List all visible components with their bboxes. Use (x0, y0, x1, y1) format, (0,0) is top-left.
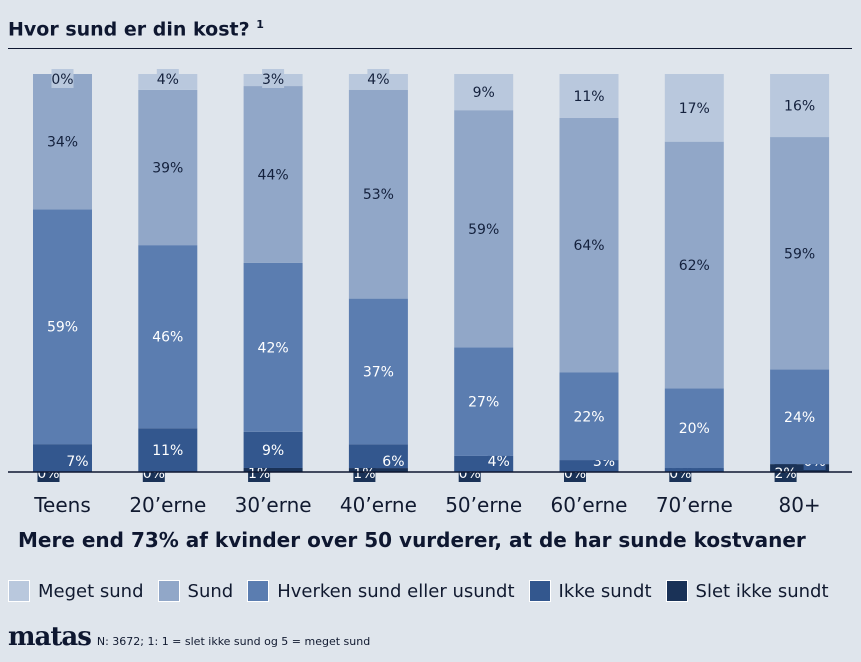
bar-segment (348, 298, 408, 445)
legend-label: Slet ikke sundt (695, 580, 829, 602)
bar-segment (559, 460, 619, 472)
data-label: 44% (258, 168, 289, 184)
legend-label: Ikke sundt (558, 580, 652, 602)
legend-swatch (157, 580, 180, 602)
x-tick-label: 70’erne (656, 493, 733, 517)
data-label: 1% (248, 466, 270, 482)
matas-logo: matas (8, 622, 92, 652)
data-label-box (262, 69, 285, 88)
bar-segment (770, 464, 830, 472)
data-label: 64% (573, 238, 604, 254)
bar-segment (33, 209, 92, 445)
x-tick-label: 60’erne (551, 493, 628, 517)
x-tick-label: Teens (33, 493, 91, 517)
bar-segment (770, 137, 830, 370)
legend-label: Sund (187, 580, 234, 602)
bar-segment (770, 74, 830, 138)
data-label: 4% (488, 454, 510, 470)
legend: Meget sund Sund Hverken sund eller usundt I… (8, 580, 843, 602)
bar-segment (243, 86, 303, 263)
data-label-box (156, 69, 179, 88)
footer: matas N: 3672; 1: 1 = slet ikke sund og … (8, 622, 370, 652)
legend-item: Slet ikke sundt (665, 580, 829, 602)
x-tick-label: 80+ (778, 493, 820, 517)
data-label: 46% (152, 330, 183, 346)
bar-segment (138, 245, 198, 429)
data-label: 11% (152, 443, 183, 459)
x-tick-label: 50’erne (445, 493, 522, 517)
bar-segment (33, 74, 92, 210)
title-text: Hvor sund er din kost? (8, 18, 250, 41)
legend-label: Meget sund (38, 580, 144, 602)
data-label: 59% (784, 246, 815, 262)
data-label: 39% (152, 161, 183, 177)
data-label: 16% (784, 99, 815, 115)
data-label: 2% (774, 466, 796, 482)
bar-segment (243, 467, 303, 472)
data-label: 24% (784, 410, 815, 426)
bar-segment (454, 110, 514, 348)
legend-swatch (8, 580, 30, 602)
data-label: 20% (679, 421, 710, 437)
chart-subtitle: Mere end 73% af kvinder over 50 vurderer… (18, 528, 806, 552)
bar-segment (454, 74, 514, 111)
legend-swatch (665, 580, 688, 602)
data-label: 11% (573, 89, 604, 105)
bar-segment (664, 468, 724, 472)
stacked-bar-chart: 0%7%59%34%0%Teens0%11%46%39%4%20’erne1%9… (8, 69, 852, 517)
bar-segment (243, 262, 303, 432)
legend-swatch (528, 580, 551, 602)
data-label: 0% (51, 72, 73, 88)
chart-title: Hvor sund er din kost? 1 (8, 18, 264, 40)
data-label: 27% (468, 395, 499, 411)
bar-segment (664, 141, 724, 389)
data-label: 1% (353, 466, 375, 482)
data-label: 17% (679, 101, 710, 117)
data-label-box (367, 69, 390, 88)
data-label: 34% (47, 135, 78, 151)
data-label: 9% (262, 443, 284, 459)
legend-item: Ikke sundt (528, 580, 652, 602)
data-label: 22% (573, 409, 604, 425)
legend-item: Hverken sund eller usundt (247, 580, 515, 602)
x-tick-label: 30’erne (235, 493, 312, 517)
bar-segment (138, 428, 198, 472)
bar-segment (138, 89, 198, 246)
bar-segment (664, 388, 724, 469)
data-label: 6% (382, 454, 404, 470)
bar-segment (664, 74, 724, 142)
legend-label: Hverken sund eller usundt (277, 580, 515, 602)
bar-segment (559, 74, 619, 118)
title-rule (8, 48, 852, 49)
bar-segment (770, 369, 830, 465)
legend-item: Sund (157, 580, 234, 602)
bar-segment (559, 117, 619, 373)
data-label: 7% (66, 454, 88, 470)
data-label: 53% (363, 187, 394, 203)
bar-segment (559, 372, 619, 461)
bar-segment (33, 444, 92, 472)
title-footnote: 1 (256, 18, 264, 31)
data-label: 59% (47, 320, 78, 336)
data-label: 37% (363, 365, 394, 381)
bar-segment (348, 444, 408, 469)
data-label: 62% (679, 258, 710, 274)
bar-segment (348, 468, 408, 472)
legend-item: Meget sund (8, 580, 144, 602)
x-tick-label: 40’erne (340, 493, 417, 517)
bar-segment (243, 431, 303, 468)
data-label-box (51, 69, 74, 88)
data-label: 42% (258, 340, 289, 356)
data-label: 3% (262, 72, 284, 88)
data-label: 59% (468, 222, 499, 238)
x-tick-label: 20’erne (129, 493, 206, 517)
data-label: 4% (157, 72, 179, 88)
bar-segment (454, 347, 514, 456)
data-label: 9% (473, 85, 495, 101)
legend-swatch (247, 580, 270, 602)
footnote: N: 3672; 1: 1 = slet ikke sund og 5 = me… (96, 635, 371, 648)
bar-segment (348, 89, 408, 299)
data-label: 4% (367, 72, 389, 88)
